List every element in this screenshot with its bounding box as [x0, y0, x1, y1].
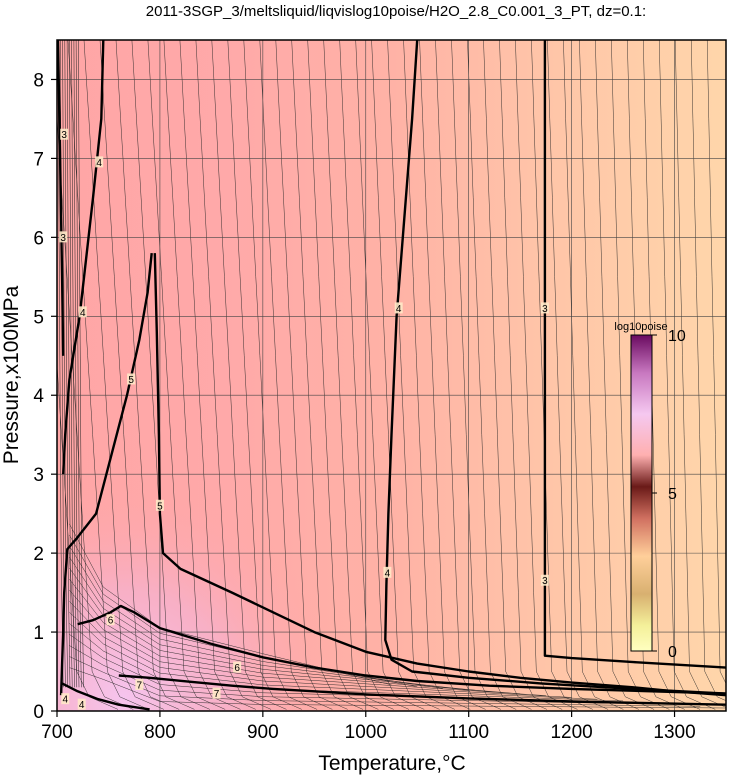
major-contour-4-8: [61, 682, 150, 711]
major-contour-5-2: [59, 252, 153, 696]
y-tick-label-4: 4: [33, 386, 44, 407]
contour-label-text: 5: [128, 375, 134, 386]
contour-label-4: 4: [394, 302, 403, 315]
y-tick-label-5: 5: [33, 307, 44, 328]
contour-label-text: 3: [60, 233, 66, 244]
x-tick-label-900: 900: [247, 722, 279, 743]
contour-label-text: 7: [214, 689, 220, 700]
colorbar-title: log10poise: [614, 321, 667, 333]
contour-label-14: 4: [61, 693, 70, 706]
contour-label-2: 5: [127, 373, 136, 386]
contour-label-text: 7: [137, 680, 143, 691]
y-tick-label-6: 6: [33, 228, 44, 249]
colorbar-tick-label-0: 0: [668, 644, 677, 661]
contour-label-text: 4: [80, 308, 86, 319]
contour-label-text: 5: [157, 501, 163, 512]
y-axis: 0 1 2 3 4 5 6 7 8: [33, 70, 57, 723]
major-contour-7-7: [118, 674, 726, 706]
y-axis-title: Pressure,x100MPa: [0, 285, 23, 464]
contour-label-text: 4: [96, 158, 102, 169]
contour-label-15: 4: [77, 698, 86, 711]
gridlines: [57, 40, 726, 711]
y-tick-label-2: 2: [33, 544, 44, 565]
major-contour-3-5: [543, 40, 726, 669]
x-tick-label-1300: 1300: [653, 722, 695, 743]
contour-label-6: 3: [540, 302, 549, 315]
contour-label-text: 3: [61, 130, 67, 141]
contour-label-3: 5: [155, 499, 164, 512]
major-contour-4-4: [384, 40, 726, 695]
plot-frame: [56, 39, 727, 712]
colorbar-tick-label-10: 10: [668, 328, 686, 345]
y-tick-label-3: 3: [33, 465, 44, 486]
major-contours: [57, 40, 726, 711]
colorbar: log10poise 0 5 10: [614, 321, 686, 661]
contour-label-text: 3: [542, 576, 548, 587]
colorbar-ticks: 0 5 10: [652, 328, 686, 661]
x-tick-label-1100: 1100: [448, 722, 489, 743]
contour-label-8: 6: [106, 614, 115, 627]
contour-label-text: 4: [396, 304, 402, 315]
major-contour-3-0: [57, 40, 65, 356]
x-axis-title: Temperature,°C: [318, 752, 465, 775]
x-axis: 700 800 900 1000 1100 1200 1300: [41, 711, 696, 743]
colorbar-tick-label-5: 5: [668, 486, 677, 503]
contour-label-text: 4: [62, 695, 68, 706]
contour-label-10: 7: [135, 678, 144, 691]
x-tick-label-800: 800: [144, 722, 176, 743]
contour-label-text: 3: [542, 304, 548, 315]
contour-label-13: 3: [59, 231, 68, 244]
x-tick-label-1000: 1000: [345, 722, 387, 743]
contour-label-11: 7: [212, 687, 221, 700]
x-tick-label-700: 700: [41, 722, 73, 743]
contour-label-text: 6: [108, 616, 114, 627]
major-contour-5-3: [153, 253, 726, 697]
contour-label-7: 3: [540, 574, 549, 587]
colorbar-gradient: [630, 334, 653, 652]
y-tick-label-8: 8: [33, 70, 44, 91]
y-tick-label-0: 0: [33, 702, 44, 723]
contour-label-1: 4: [78, 306, 87, 319]
contour-label-5: 4: [383, 566, 392, 579]
contour-label-9: 6: [233, 661, 242, 674]
contour-label-text: 6: [234, 663, 240, 674]
y-tick-label-1: 1: [33, 623, 44, 644]
major-contour-6-6: [77, 604, 726, 695]
x-tick-label-1200: 1200: [550, 722, 592, 743]
y-tick-label-7: 7: [33, 149, 44, 170]
contour-label-12: 3: [60, 128, 69, 141]
chart-title: 2011-3SGP_3/meltsliquid/liqvislog10poise…: [146, 3, 646, 20]
contour-label-0: 4: [95, 156, 104, 169]
contour-label-text: 4: [385, 568, 391, 579]
contour-label-text: 4: [79, 700, 85, 711]
